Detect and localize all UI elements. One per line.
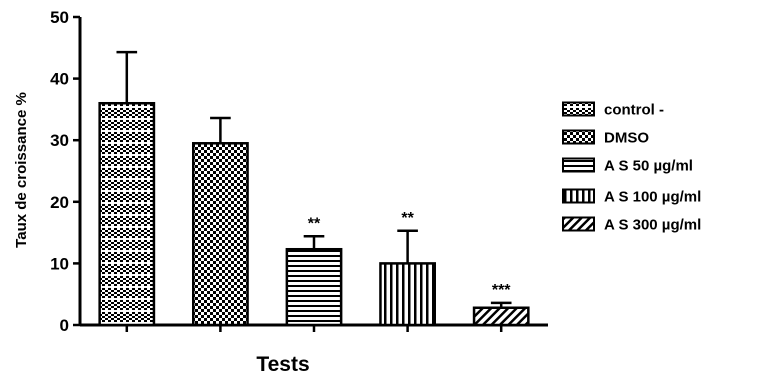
legend-label: A S 100 µg/ml (604, 189, 701, 206)
legend-item: control - (562, 101, 664, 119)
legend-swatch (562, 129, 595, 145)
y-tick-label: 10 (50, 254, 69, 273)
y-tick-label: 0 (60, 316, 69, 335)
x-axis-title: Tests (256, 353, 309, 376)
bar (98, 101, 156, 327)
error-bars (116, 50, 512, 308)
legend-item: A S 100 µg/ml (562, 188, 701, 206)
significance-label: ** (308, 215, 321, 232)
y-tick-label: 30 (50, 131, 69, 150)
significance-label: ** (401, 210, 414, 227)
legend-swatch (562, 216, 595, 232)
legend-swatch (562, 101, 595, 117)
y-axis-title: Taux de croissance % (13, 92, 30, 248)
legend-item: DMSO (562, 129, 649, 147)
significance-labels: ** ***** (308, 210, 512, 299)
y-tick-label: 50 (50, 8, 69, 27)
bars (98, 101, 530, 327)
bar (192, 142, 249, 327)
legend-label: A S 50 µg/ml (604, 158, 693, 175)
y-tick-label: 40 (50, 70, 69, 89)
legend: control - DMSO A S 50 µg/ml A S 100 µg/ml A … (562, 101, 701, 234)
legend-item: A S 300 µg/ml (562, 216, 701, 234)
legend-label: control - (604, 102, 664, 119)
y-ticks: 0 10 20 30 40 50 (50, 8, 80, 335)
bar (379, 262, 436, 327)
significance-label: *** (492, 282, 511, 299)
legend-swatch (562, 157, 595, 173)
legend-item: A S 50 µg/ml (562, 157, 693, 175)
legend-label: DMSO (604, 130, 649, 147)
legend-label: A S 300 µg/ml (604, 217, 701, 234)
legend-swatch (562, 188, 595, 204)
bar (285, 247, 343, 327)
y-tick-label: 20 (50, 193, 69, 212)
bar (472, 306, 530, 327)
